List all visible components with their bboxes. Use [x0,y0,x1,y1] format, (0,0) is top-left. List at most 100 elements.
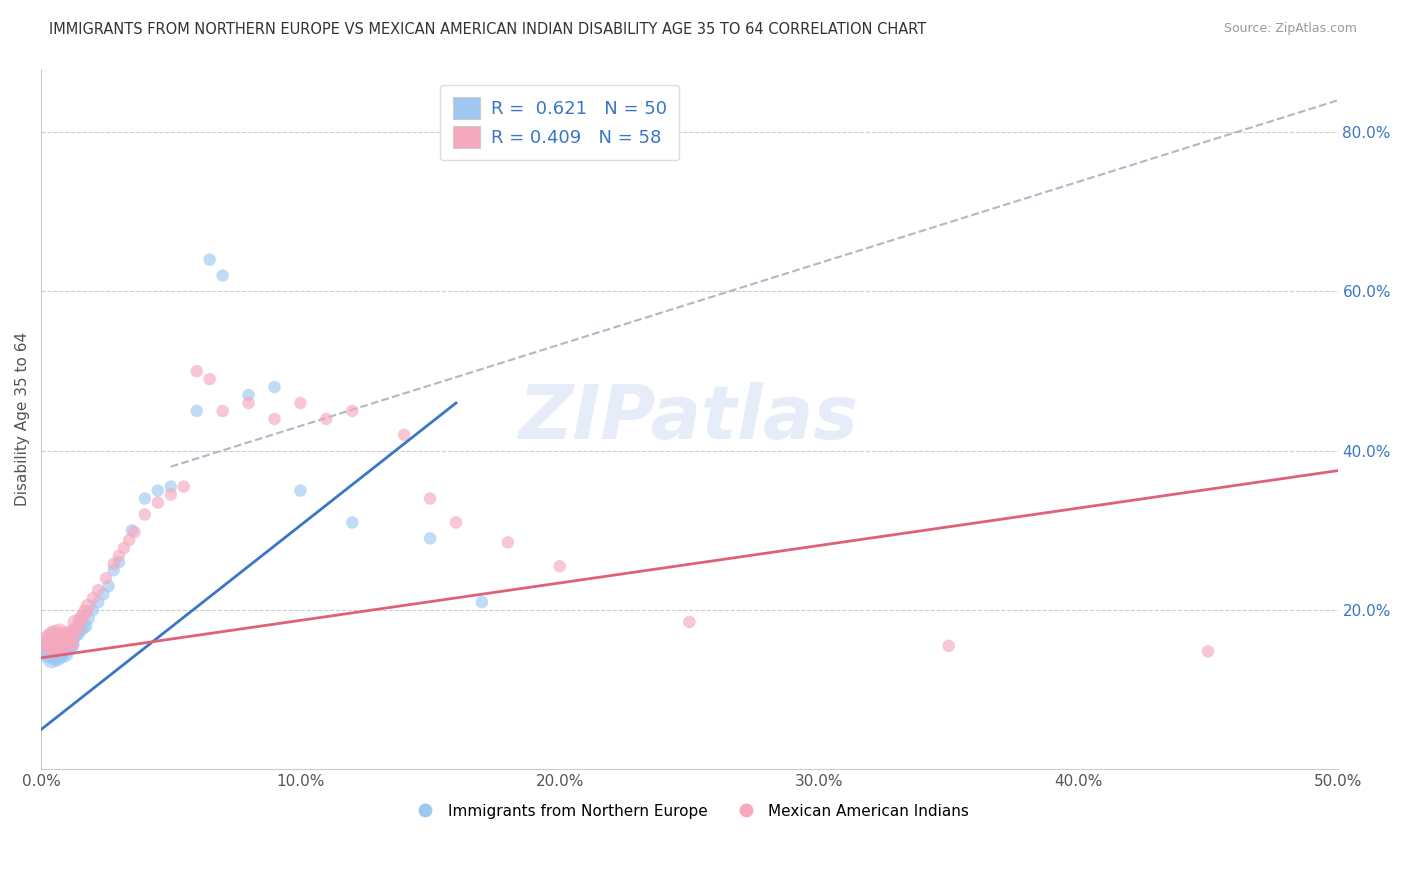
Point [419,491,441,506]
Point [45,644,67,658]
Point [59,635,82,649]
Text: IMMIGRANTS FROM NORTHERN EUROPE VS MEXICAN AMERICAN INDIAN DISABILITY AGE 35 TO : IMMIGRANTS FROM NORTHERN EUROPE VS MEXIC… [49,22,927,37]
Point [59,641,82,656]
Point [548,559,571,574]
Point [938,639,960,653]
Point [53,631,76,645]
Point [38,635,60,649]
Point [94,571,117,585]
Point [103,563,125,577]
Point [42,627,65,641]
Y-axis label: Disability Age 35 to 64: Disability Age 35 to 64 [15,332,30,506]
Point [38,631,60,645]
Point [41,628,63,642]
Point [186,404,208,418]
Point [53,639,76,653]
Point [471,595,494,609]
Point [59,633,82,648]
Text: Source: ZipAtlas.com: Source: ZipAtlas.com [1223,22,1357,36]
Point [42,643,65,657]
Point [146,483,169,498]
Point [42,636,65,650]
Point [51,639,73,653]
Point [38,644,60,658]
Legend: Immigrants from Northern Europe, Mexican American Indians: Immigrants from Northern Europe, Mexican… [404,797,976,825]
Point [118,533,141,547]
Point [56,631,79,645]
Point [238,388,260,402]
Point [238,396,260,410]
Point [112,541,135,555]
Point [76,599,98,613]
Point [63,615,86,629]
Point [60,639,83,653]
Point [66,621,89,635]
Point [38,641,60,656]
Point [72,609,94,624]
Point [48,635,70,649]
Point [41,652,63,666]
Point [134,508,156,522]
Point [290,396,312,410]
Point [56,635,79,649]
Point [392,427,415,442]
Point [66,627,89,641]
Point [496,535,519,549]
Point [60,628,83,642]
Point [678,615,700,629]
Point [108,549,131,563]
Point [146,495,169,509]
Point [290,483,312,498]
Point [51,628,73,642]
Point [48,641,70,656]
Point [82,591,104,606]
Point [56,627,79,641]
Point [45,650,67,665]
Point [69,613,91,627]
Point [41,636,63,650]
Point [76,611,98,625]
Point [121,524,143,538]
Point [41,647,63,661]
Point [69,623,91,637]
Point [60,636,83,650]
Point [48,625,70,640]
Point [51,636,73,650]
Point [159,480,181,494]
Point [211,268,233,283]
Point [211,404,233,418]
Point [42,635,65,649]
Point [35,647,58,661]
Point [56,636,79,650]
Point [51,644,73,658]
Point [315,412,337,426]
Point [41,639,63,653]
Point [53,647,76,661]
Point [72,621,94,635]
Point [48,643,70,657]
Point [63,623,86,637]
Point [82,603,104,617]
Point [45,639,67,653]
Point [48,633,70,648]
Point [35,639,58,653]
Point [75,619,97,633]
Point [342,516,364,530]
Point [42,649,65,664]
Point [75,605,97,619]
Point [87,583,110,598]
Point [342,404,364,418]
Point [42,643,65,657]
Point [198,372,221,386]
Point [173,480,195,494]
Point [97,579,120,593]
Point [53,641,76,656]
Point [1197,644,1219,658]
Point [198,252,221,267]
Point [159,487,181,501]
Point [60,633,83,648]
Point [263,380,285,394]
Point [444,516,467,530]
Point [45,631,67,645]
Point [263,412,285,426]
